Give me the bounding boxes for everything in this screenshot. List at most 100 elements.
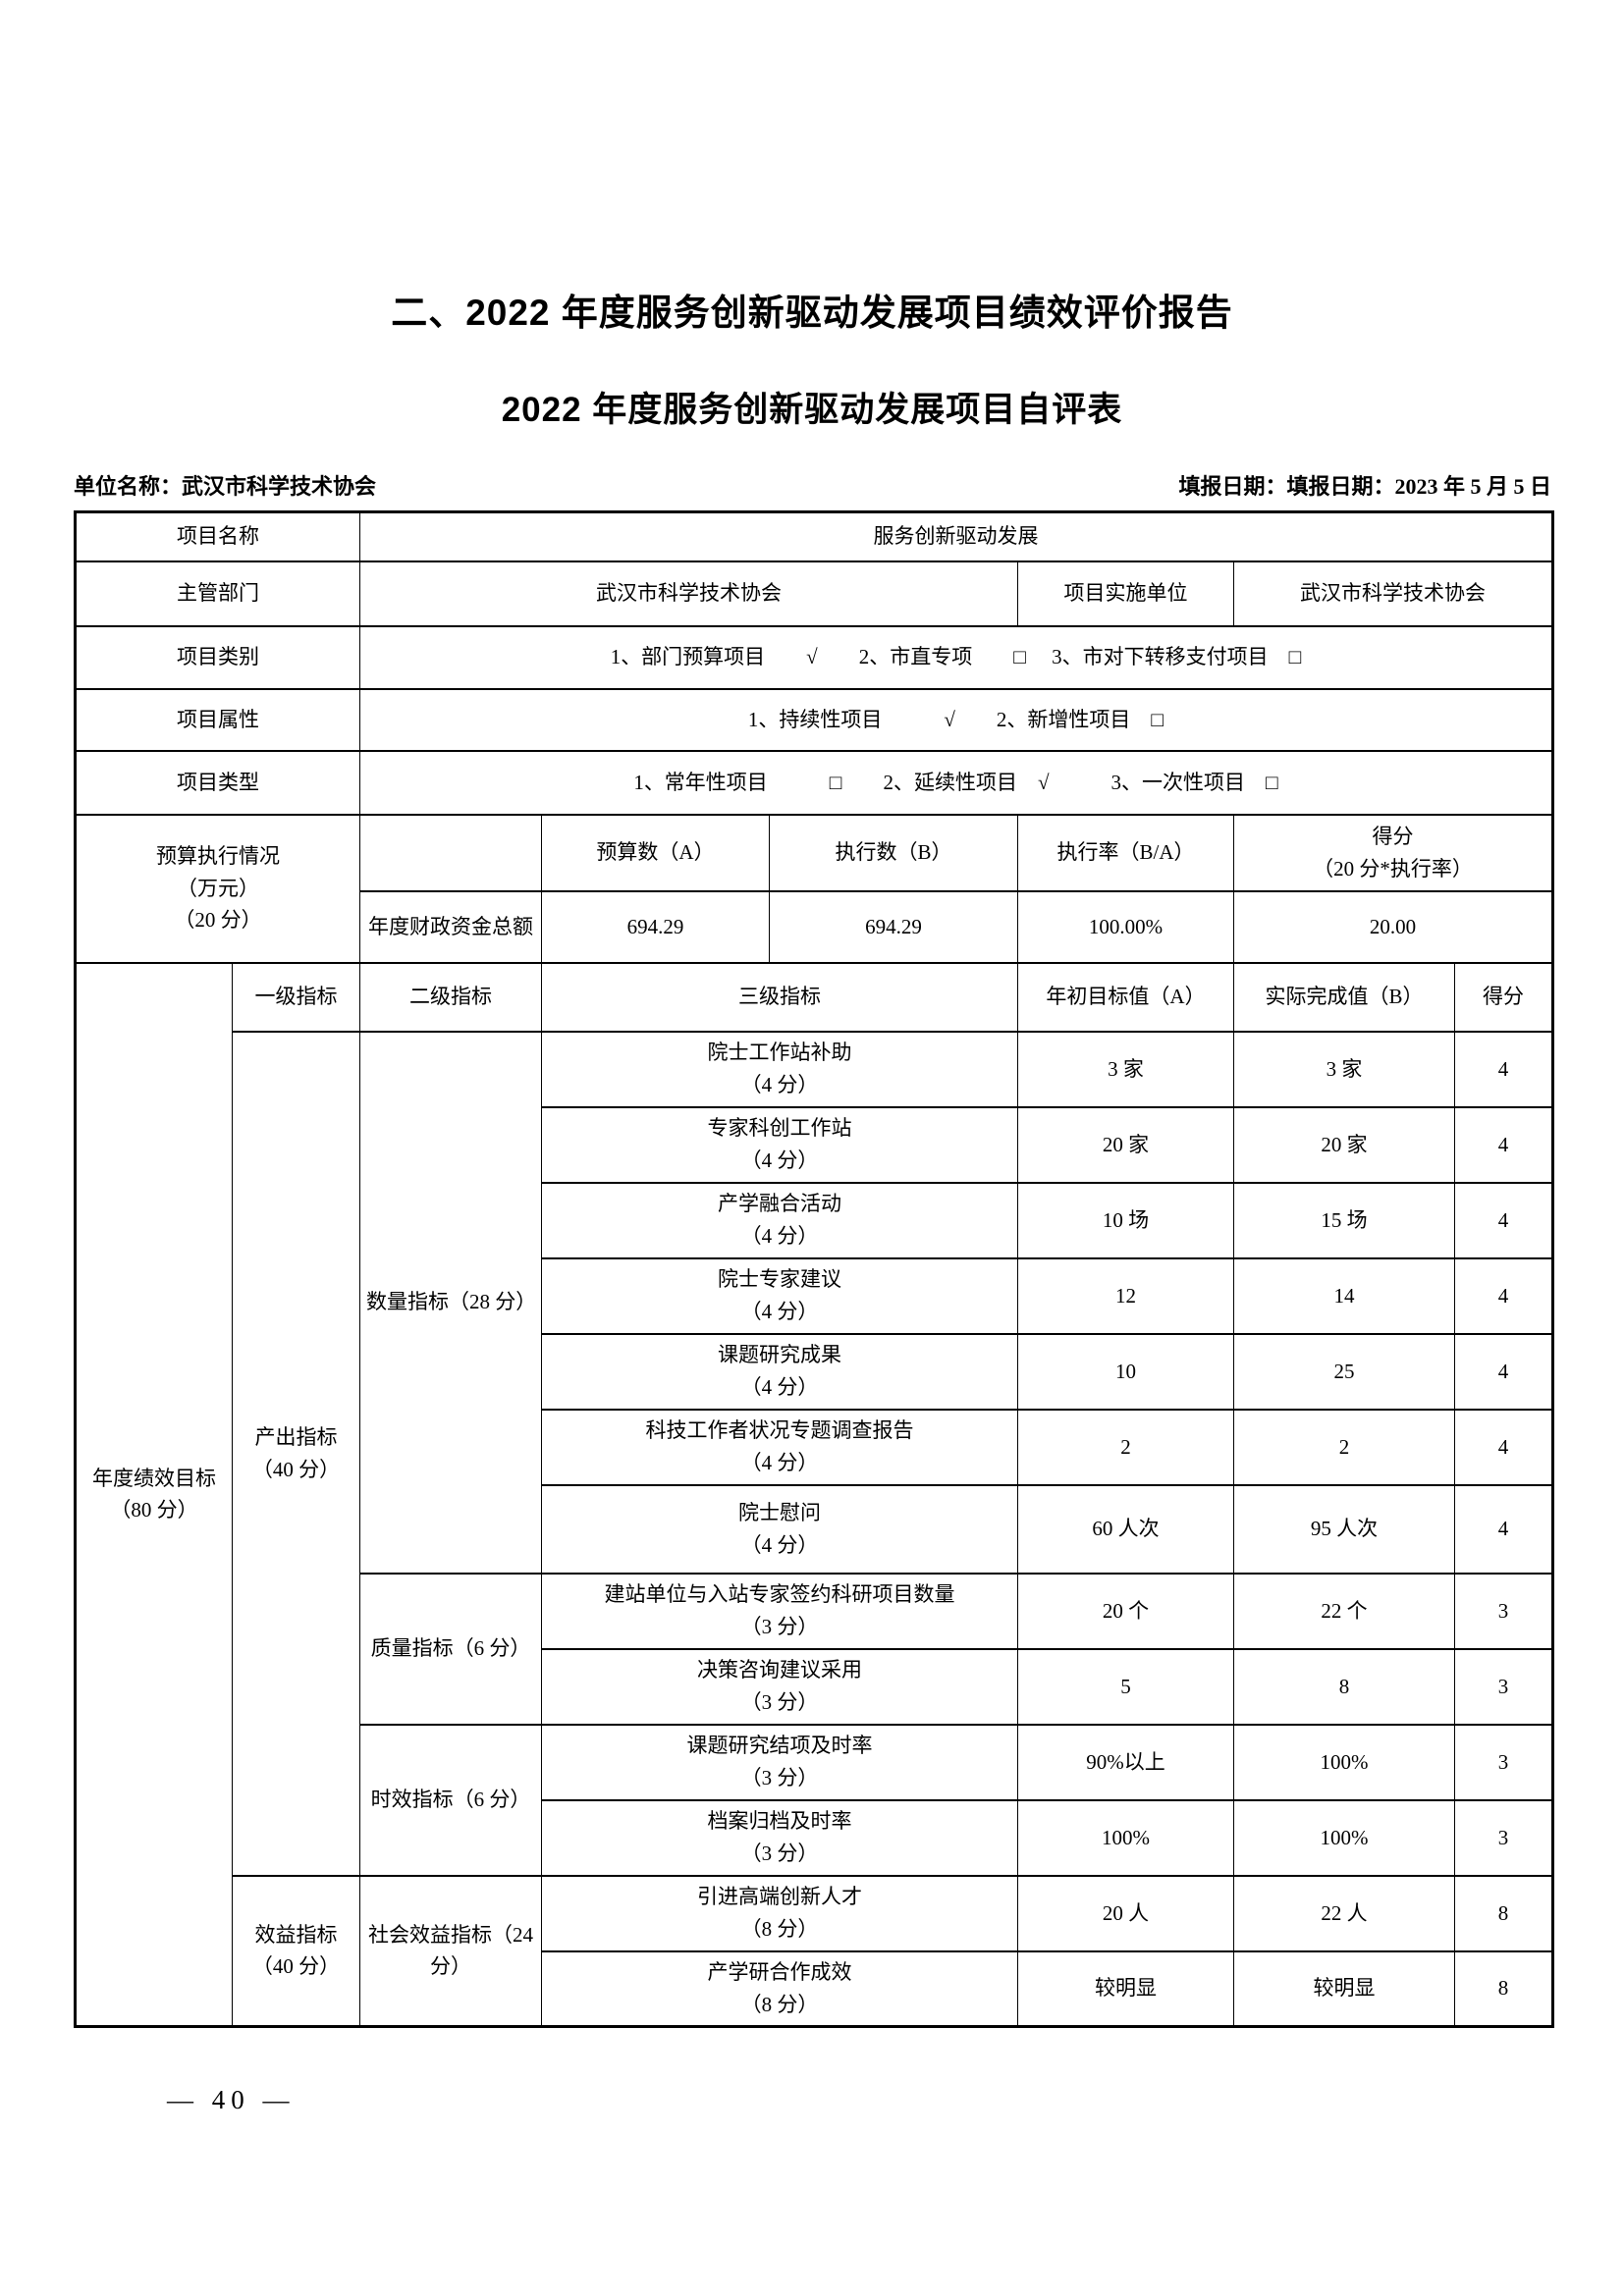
score-value: 8 xyxy=(1453,1949,1554,2028)
indicator-row: 效益指标（40 分） 社会效益指标（24 分） 引进高端创新人才 （8 分） 2… xyxy=(76,1874,1554,2028)
actual-value: 22 人 xyxy=(1233,1874,1455,1952)
budget-label-line2: （万元） xyxy=(177,876,259,900)
category-options: 1、部门预算项目 √ 2、市直专项 □ 3、市对下转移支付项目 □ xyxy=(358,624,1554,690)
actual-value: 3 家 xyxy=(1233,1030,1455,1108)
indicator-name-cell: 院士专家建议 （4 分） xyxy=(541,1256,1018,1335)
indicator-points: （8 分） xyxy=(740,1992,819,2016)
actual-value: 14 xyxy=(1233,1256,1455,1335)
target-value: 5 xyxy=(1017,1647,1234,1726)
actual-value: 20 家 xyxy=(1233,1105,1455,1184)
target-value: 20 人 xyxy=(1017,1874,1234,1952)
self-evaluation-table-title: 2022 年度服务创新驱动发展项目自评表 xyxy=(501,391,1123,429)
indicator-name-cell: 引进高端创新人才 （8 分） xyxy=(541,1874,1018,1952)
indicator-points: （4 分） xyxy=(740,1224,819,1248)
target-value: 90%以上 xyxy=(1017,1723,1234,1801)
category-label: 项目类别 xyxy=(75,624,360,690)
indicator-points: （3 分） xyxy=(740,1766,819,1789)
budget-blank-cell xyxy=(359,813,542,892)
page-number: — 40 — xyxy=(167,2085,296,2114)
project-name-value: 服务创新驱动发展 xyxy=(358,510,1554,562)
indicator-name-cell: 建站单位与入站专家签约科研项目数量 （3 分） xyxy=(541,1572,1018,1650)
indicator-row: 专家科创工作站 （4 分） 20 家 20 家 4 xyxy=(76,1105,1554,1184)
budget-amount-value: 694.29 xyxy=(541,889,770,964)
quantity-indicator-label: 数量指标（28 分） xyxy=(359,1030,542,1575)
indicator-name: 决策咨询建议采用 xyxy=(697,1658,862,1682)
exec-amount-header: 执行数（B） xyxy=(769,813,1018,892)
score-value: 3 xyxy=(1453,1572,1554,1650)
indicator-points: （4 分） xyxy=(740,1300,819,1323)
indicator-row: 产学融合活动 （4 分） 10 场 15 场 4 xyxy=(76,1181,1554,1259)
fill-date: 填报日期：填报日期：2023 年 5 月 5 日 xyxy=(1178,474,1551,499)
target-value: 20 家 xyxy=(1017,1105,1234,1184)
score-header-line1: 得分 xyxy=(1372,824,1414,848)
indicator-points: （4 分） xyxy=(740,1532,819,1557)
indicator-header-row: 年度绩效目标（80 分） 一级指标 二级指标 三级指标 年初目标值（A） 实际完… xyxy=(75,961,1554,2028)
indicator-name-cell: 院士工作站补助 （4 分） xyxy=(541,1030,1018,1108)
budget-score-header: 得分 （20 分*执行率） xyxy=(1232,813,1554,892)
annual-goal-label: 年度绩效目标（80 分） xyxy=(75,961,233,2028)
budget-amount-header: 预算数（A） xyxy=(541,813,770,892)
evaluation-table: 项目名称 服务创新驱动发展 主管部门 武汉市科学技术协会 项目实施单位 武汉市科… xyxy=(74,510,1555,2028)
actual-value: 100% xyxy=(1233,1723,1455,1801)
exec-amount-value: 694.29 xyxy=(769,889,1018,964)
indicator-points: （4 分） xyxy=(740,1375,819,1399)
attribute-options: 1、持续性项目 √ 2、新增性项目 □ xyxy=(358,687,1554,752)
indicator-name: 建站单位与入站专家签约科研项目数量 xyxy=(604,1582,955,1607)
indicator-name-cell: 决策咨询建议采用 （3 分） xyxy=(541,1647,1018,1726)
score-value: 4 xyxy=(1453,1483,1554,1575)
score-value: 3 xyxy=(1453,1798,1554,1877)
indicator-name: 科技工作者状况专题调查报告 xyxy=(645,1418,914,1443)
indicator-name-cell: 产学研合作成效 （8 分） xyxy=(541,1949,1018,2028)
target-header: 年初目标值（A） xyxy=(1017,961,1234,1033)
attribute-label: 项目属性 xyxy=(75,687,360,752)
indicator-points: （4 分） xyxy=(740,1073,819,1096)
budget-header-row: 预算执行情况 （万元） （20 分） 预算数（A） 执行数（B） 执行率（B/A… xyxy=(75,813,1554,964)
indicator-row: 档案归档及时率 （3 分） 100% 100% 3 xyxy=(76,1798,1554,1877)
score-value: 4 xyxy=(1453,1332,1554,1411)
score-value: 4 xyxy=(1453,1256,1554,1335)
actual-value: 100% xyxy=(1233,1798,1455,1877)
impl-unit-value: 武汉市科学技术协会 xyxy=(1232,560,1554,627)
table-row: 主管部门 武汉市科学技术协会 项目实施单位 武汉市科学技术协会 xyxy=(75,560,1554,627)
benefit-indicator-label: 效益指标（40 分） xyxy=(232,1874,360,2028)
indicator-row: 课题研究成果 （4 分） 10 25 4 xyxy=(76,1332,1554,1411)
score-header: 得分 xyxy=(1453,961,1554,1033)
score-value: 3 xyxy=(1453,1647,1554,1726)
actual-value: 2 xyxy=(1233,1408,1455,1486)
actual-header: 实际完成值（B） xyxy=(1233,961,1455,1033)
actual-value: 95 人次 xyxy=(1233,1483,1455,1575)
indicator-row: 产学研合作成效 （8 分） 较明显 较明显 8 xyxy=(76,1949,1554,2028)
actual-value: 22 个 xyxy=(1233,1572,1455,1650)
indicator-row: 质量指标（6 分） 建站单位与入站专家签约科研项目数量 （3 分） 20 个 2… xyxy=(76,1572,1554,1726)
table-row: 项目名称 服务创新驱动发展 xyxy=(75,510,1554,562)
info-row: 单位名称：武汉市科学技术协会 填报日期：填报日期：2023 年 5 月 5 日 xyxy=(74,469,1551,501)
indicator-name: 课题研究成果 xyxy=(718,1343,841,1367)
indicator-points: （3 分） xyxy=(740,1615,819,1638)
score-value: 4 xyxy=(1453,1030,1554,1108)
target-value: 2 xyxy=(1017,1408,1234,1486)
impl-unit-label: 项目实施单位 xyxy=(1017,560,1234,627)
indicator-points: （3 分） xyxy=(740,1690,819,1714)
table-row: 项目类别 1、部门预算项目 √ 2、市直专项 □ 3、市对下转移支付项目 □ xyxy=(75,624,1554,690)
indicator-name: 院士工作站补助 xyxy=(707,1041,852,1065)
indicator-row: 产出指标（40 分） 数量指标（28 分） 院士工作站补助 （4 分） 3 家 … xyxy=(76,1030,1554,1877)
level3-header: 三级指标 xyxy=(541,961,1018,1033)
report-title: 二、2022 年度服务创新驱动发展项目绩效评价报告 xyxy=(391,293,1233,333)
indicator-points: （8 分） xyxy=(740,1917,819,1941)
dept-label: 主管部门 xyxy=(75,560,360,627)
indicator-name: 专家科创工作站 xyxy=(707,1116,852,1141)
indicator-name: 院士慰问 xyxy=(738,1500,821,1524)
target-value: 较明显 xyxy=(1017,1949,1234,2028)
actual-value: 15 场 xyxy=(1233,1181,1455,1259)
indicator-points: （4 分） xyxy=(740,1451,819,1474)
indicator-name: 产学融合活动 xyxy=(718,1192,841,1216)
dept-value: 武汉市科学技术协会 xyxy=(359,560,1018,627)
indicator-name-cell: 专家科创工作站 （4 分） xyxy=(541,1105,1018,1184)
indicator-name-cell: 院士慰问 （4 分） xyxy=(541,1483,1018,1575)
unit-name: 单位名称：武汉市科学技术协会 xyxy=(74,474,377,499)
indicator-name-cell: 产学融合活动 （4 分） xyxy=(541,1181,1018,1259)
level1-header: 一级指标 xyxy=(232,961,360,1033)
timeliness-indicator-label: 时效指标（6 分） xyxy=(359,1723,542,1877)
budget-value-row: 年度财政资金总额 694.29 694.29 100.00% 20.00 xyxy=(76,889,1554,964)
